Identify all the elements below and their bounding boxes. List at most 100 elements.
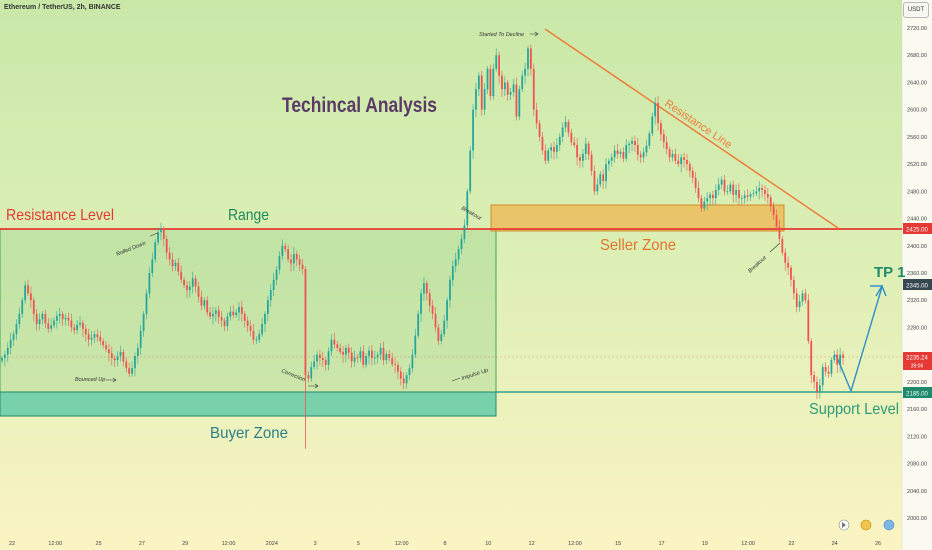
candle — [472, 109, 474, 151]
candle — [550, 147, 553, 151]
candle — [830, 360, 833, 374]
candle — [290, 259, 292, 264]
candle — [423, 283, 425, 294]
candle — [605, 164, 607, 182]
time-tick-13: 12:00 — [568, 541, 582, 547]
candle — [206, 300, 209, 313]
candle — [298, 259, 301, 265]
candle — [634, 140, 636, 146]
candle — [495, 55, 498, 69]
time-tick-17: 12:00 — [741, 541, 755, 547]
price-tick-5: 2520.00 — [907, 162, 927, 168]
price-tick-11: 2280.00 — [907, 325, 927, 331]
candle — [24, 285, 27, 301]
candle — [119, 351, 122, 357]
candle — [726, 191, 729, 193]
projection-arrow-tip — [875, 284, 887, 297]
candle — [21, 300, 24, 314]
resistance-trendline[interactable] — [544, 28, 839, 229]
candle — [599, 174, 602, 185]
chart-title: Techincal Analysis — [282, 94, 437, 117]
price-tick-0: 2720.00 — [907, 26, 927, 32]
candle — [764, 189, 766, 195]
price-tick-2: 2640.00 — [907, 80, 927, 86]
candle — [246, 320, 249, 327]
candle — [359, 351, 362, 359]
currency-badge[interactable]: USDT — [903, 2, 929, 18]
candle — [752, 193, 755, 195]
candle — [477, 75, 480, 90]
time-tick-9: 12:00 — [395, 541, 409, 547]
candle — [766, 194, 769, 198]
candle — [365, 356, 368, 365]
candle — [694, 177, 697, 188]
candle — [197, 286, 200, 297]
arrow-impulse-up — [451, 377, 461, 382]
candle — [261, 324, 263, 335]
candle — [240, 307, 243, 314]
emoji-icon-2[interactable] — [883, 519, 895, 531]
candle — [813, 375, 815, 382]
candle — [622, 151, 625, 159]
candle — [746, 195, 749, 197]
candle — [125, 361, 128, 369]
candle — [527, 48, 529, 69]
candle — [35, 313, 38, 325]
candle — [67, 317, 70, 321]
emoji-icon-1[interactable] — [860, 519, 872, 531]
candle — [232, 311, 235, 316]
candle — [180, 271, 183, 280]
symbol-title: Ethereum / TetherUS, 2h, BINANCE — [4, 4, 121, 11]
replay-icon[interactable] — [838, 519, 850, 531]
price-tick-4: 2560.00 — [907, 135, 927, 141]
candle — [553, 147, 555, 152]
candle — [836, 354, 839, 365]
candle — [336, 344, 339, 348]
countdown-label: 39:06 — [911, 364, 924, 370]
candle — [203, 300, 206, 306]
candle — [532, 68, 535, 110]
candle — [772, 206, 775, 216]
candle — [223, 320, 226, 327]
candle — [310, 366, 313, 379]
candle — [457, 249, 460, 260]
candle — [544, 150, 547, 161]
candle — [810, 341, 813, 376]
support-level-label: Support Level — [809, 401, 899, 418]
candle — [160, 228, 162, 233]
candle — [700, 198, 703, 209]
time-tick-0: 22 — [9, 541, 15, 547]
candle — [347, 347, 350, 353]
candle — [18, 313, 21, 325]
candle — [269, 290, 272, 301]
candle — [729, 184, 732, 192]
candle — [469, 150, 472, 192]
candle — [235, 312, 237, 316]
candle — [333, 339, 336, 345]
candle — [186, 285, 188, 291]
candle — [761, 187, 763, 190]
candle — [466, 191, 469, 226]
price-tick-7: 2440.00 — [907, 217, 927, 223]
arrow-breakout-2 — [769, 242, 781, 253]
candle — [541, 136, 544, 151]
candle — [102, 341, 105, 346]
candle — [839, 354, 842, 365]
candle — [475, 89, 477, 110]
candle — [379, 347, 382, 355]
candle — [636, 145, 639, 155]
price-tick-3: 2600.00 — [907, 108, 927, 114]
candle — [801, 293, 804, 302]
candle — [110, 353, 113, 359]
candle — [417, 313, 420, 336]
candle — [243, 313, 246, 321]
price-axis-panel — [902, 0, 932, 550]
candle — [212, 313, 214, 317]
time-tick-4: 29 — [182, 541, 188, 547]
candle — [84, 328, 87, 335]
candle — [275, 269, 278, 280]
candle — [226, 316, 229, 327]
time-tick-1: 12:00 — [48, 541, 62, 547]
